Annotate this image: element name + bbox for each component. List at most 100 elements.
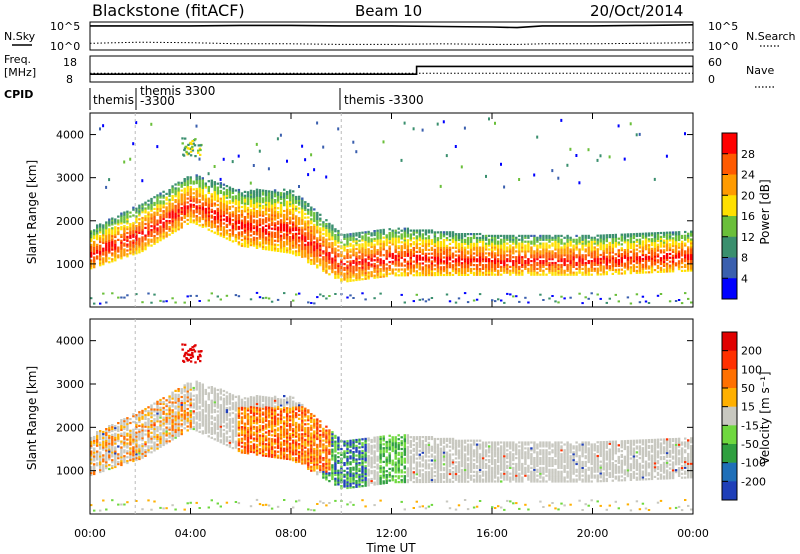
power-cell	[150, 205, 153, 208]
velocity-cell	[144, 425, 147, 428]
power-cell	[397, 239, 400, 242]
velocity-cell	[135, 439, 138, 442]
power-cell	[243, 229, 247, 232]
power-cell	[279, 207, 283, 210]
velocity-cell	[93, 463, 96, 466]
power-cell	[102, 263, 105, 266]
power-cell	[364, 238, 367, 242]
power-cell	[186, 207, 189, 210]
velocity-cell	[189, 394, 192, 397]
velocity-cell	[183, 403, 186, 406]
power-cell	[436, 256, 440, 259]
power-cell	[545, 252, 548, 255]
power-cell	[96, 251, 99, 254]
power-cell	[578, 250, 581, 253]
power-cell	[129, 225, 132, 228]
velocity-cell	[138, 454, 141, 457]
power-cell	[171, 214, 174, 217]
power-cell	[539, 242, 542, 245]
power-cell	[246, 212, 250, 215]
power-cell	[135, 228, 138, 232]
power-cell	[412, 300, 415, 303]
velocity-cell	[141, 431, 144, 434]
power-cell	[222, 214, 226, 217]
power-cell	[451, 260, 455, 263]
power-cell	[331, 224, 334, 227]
power-cell	[466, 238, 470, 241]
power-cell	[361, 256, 364, 259]
power-cell	[93, 229, 96, 232]
power-cell	[177, 212, 180, 215]
power-cell	[521, 265, 524, 268]
power-cell	[198, 175, 201, 178]
power-cell	[325, 250, 328, 253]
power-cell	[123, 250, 126, 253]
power-cell	[240, 235, 244, 238]
power-cell	[201, 210, 204, 213]
power-cell	[213, 212, 216, 215]
power-cell	[472, 264, 476, 267]
power-cell	[301, 234, 304, 237]
power-cell	[584, 273, 587, 276]
velocity-cell	[171, 411, 174, 414]
power-cell	[261, 210, 265, 213]
power-cell	[475, 254, 479, 257]
power-cell	[267, 217, 271, 220]
power-cell	[162, 204, 165, 207]
power-cell	[644, 242, 648, 245]
power-cell	[662, 260, 666, 264]
power-cell	[276, 226, 280, 229]
power-cell	[596, 238, 599, 241]
power-cell	[201, 179, 204, 182]
velocity-cell	[171, 424, 174, 427]
power-cell	[165, 212, 168, 215]
power-cell	[548, 238, 551, 241]
power-cell	[436, 246, 440, 249]
power-cell	[102, 251, 105, 254]
power-cell	[132, 222, 135, 225]
velocity-cell	[123, 433, 126, 436]
power-cell	[593, 236, 596, 239]
power-cell	[258, 204, 262, 207]
power-cell	[191, 147, 194, 150]
power-cell	[460, 236, 464, 240]
power-cell	[620, 253, 623, 256]
power-cell	[298, 220, 301, 224]
power-cell	[602, 251, 605, 254]
power-cell	[219, 226, 222, 229]
velocity-cell	[171, 393, 174, 396]
power-cell	[355, 278, 358, 282]
power-cell	[509, 244, 512, 247]
velocity-cell	[111, 437, 114, 440]
power-cell	[684, 236, 687, 239]
velocity-cell	[147, 419, 150, 422]
power-cell	[418, 256, 421, 259]
power-cell	[530, 260, 533, 263]
power-cell	[641, 232, 645, 235]
power-cell	[608, 269, 611, 272]
power-cell	[512, 267, 515, 270]
power-cell	[578, 242, 581, 245]
power-cell	[677, 299, 681, 301]
power-cell	[560, 238, 563, 241]
power-cell	[289, 220, 292, 223]
power-cell	[246, 220, 250, 223]
power-cell	[581, 271, 584, 274]
power-cell	[466, 269, 470, 273]
power-cell	[216, 190, 219, 193]
power-cell	[690, 234, 693, 237]
power-cell	[313, 229, 316, 232]
power-cell	[677, 250, 681, 253]
power-cell	[364, 244, 367, 247]
power-cell	[138, 222, 141, 225]
power-cell	[292, 215, 295, 218]
power-cell	[442, 239, 446, 242]
power-cell	[690, 250, 693, 253]
velocity-cell	[102, 466, 105, 469]
power-cell	[518, 254, 521, 257]
power-cell	[322, 295, 325, 298]
power-cell	[466, 244, 470, 247]
power-cell	[379, 250, 382, 253]
velocity-cell	[105, 439, 108, 442]
velocity-cell	[141, 409, 144, 412]
